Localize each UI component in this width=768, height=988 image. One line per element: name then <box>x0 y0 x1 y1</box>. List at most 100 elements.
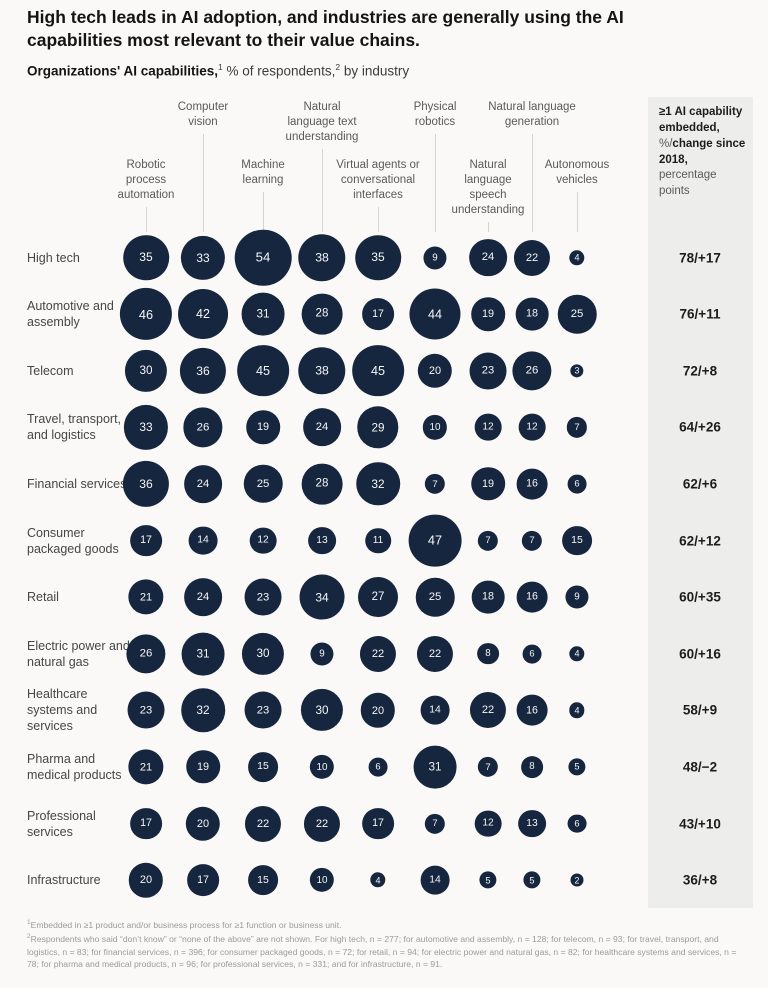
bubble: 17 <box>130 524 162 557</box>
footnote-2-marker: 2 <box>27 932 31 940</box>
bubble: 19 <box>246 410 280 445</box>
summary-header-segment: %/ <box>659 137 673 150</box>
chart-subtitle: Organizations' AI capabilities,1 % of re… <box>27 62 727 79</box>
bubble: 36 <box>122 460 170 507</box>
bubble: 16 <box>516 468 548 500</box>
bubble: 7 <box>521 530 543 551</box>
column-header: Computer vision <box>177 101 229 128</box>
bubble: 35 <box>123 234 169 281</box>
bubble: 23 <box>244 691 282 729</box>
bubble: 4 <box>569 249 585 266</box>
row-label: Pharma and medical products <box>27 751 122 782</box>
footnote-1: 1Embedded in ≥1 product and/or business … <box>27 918 743 932</box>
header-leader-line <box>488 222 489 232</box>
summary-value: 60/+16 <box>679 646 721 662</box>
summary-value: 48/−2 <box>682 759 718 775</box>
bubble: 15 <box>248 865 278 895</box>
bubble: 22 <box>303 805 341 842</box>
bubble: 22 <box>513 239 551 276</box>
bubble: 23 <box>127 691 165 729</box>
header-leader-line <box>435 134 436 232</box>
bubble: 30 <box>300 689 344 732</box>
bubble: 23 <box>469 352 507 390</box>
bubble: 38 <box>298 346 346 395</box>
bubble: 31 <box>241 292 285 336</box>
bubble: 25 <box>243 464 283 504</box>
bubble: 4 <box>569 702 585 718</box>
bubble: 15 <box>248 751 278 782</box>
bubble: 14 <box>420 695 450 725</box>
bubble: 14 <box>420 865 450 895</box>
row-label: Consumer packaged goods <box>27 525 119 556</box>
column-header: Virtual agents or conversational interfa… <box>336 159 420 201</box>
bubble: 16 <box>516 694 548 726</box>
bubble: 12 <box>474 810 502 837</box>
subtitle-bold-lead: Organizations' AI capabilities, <box>27 63 219 79</box>
bubble: 45 <box>237 344 289 397</box>
bubble: 17 <box>187 864 219 896</box>
bubble: 13 <box>518 809 546 838</box>
row-label: High tech <box>27 250 80 265</box>
bubble: 13 <box>308 526 336 555</box>
bubble: 12 <box>518 413 546 441</box>
bubble: 19 <box>471 297 505 331</box>
row-label: Retail <box>27 590 59 605</box>
header-leader-line <box>532 134 533 232</box>
bubble: 20 <box>417 353 453 388</box>
bubble: 20 <box>360 693 396 728</box>
header-leader-line <box>322 149 323 232</box>
bubble: 31 <box>181 632 225 676</box>
bubble: 11 <box>365 527 391 554</box>
summary-header-segment: percentage points <box>659 169 717 198</box>
bubble: 7 <box>566 417 588 438</box>
bubble: 7 <box>477 530 499 551</box>
row-label: Financial services <box>27 476 127 491</box>
bubble: 20 <box>128 862 164 898</box>
bubble: 8 <box>521 756 543 778</box>
bubble: 26 <box>512 351 552 391</box>
bubble: 25 <box>415 577 455 617</box>
column-header: Natural language speech understanding <box>451 159 525 216</box>
bubble: 7 <box>424 813 446 834</box>
bubble: 7 <box>477 756 499 778</box>
bubble: 38 <box>298 233 346 282</box>
bubble: 32 <box>356 462 400 506</box>
bubble: 33 <box>123 405 169 450</box>
bubble: 6 <box>567 474 587 494</box>
row-label: Telecom <box>27 363 74 378</box>
summary-value: 36/+8 <box>682 872 718 888</box>
bubble: 5 <box>523 871 541 889</box>
bubble: 9 <box>423 245 447 270</box>
bubble: 15 <box>562 525 592 556</box>
summary-value: 43/+10 <box>679 816 721 831</box>
column-header: Natural language text understanding <box>285 101 359 143</box>
bubble: 25 <box>557 294 597 334</box>
bubble: 31 <box>413 745 457 789</box>
summary-value: 60/+35 <box>679 589 721 605</box>
bubble: 30 <box>124 349 168 392</box>
summary-header-segment: ≥1 AI capability embedded, <box>659 106 743 134</box>
bubble: 18 <box>515 297 549 331</box>
column-header: Robotic process automation <box>117 159 175 201</box>
bubble: 5 <box>568 758 586 776</box>
bubble: 22 <box>244 805 282 842</box>
bubble: 32 <box>181 688 225 733</box>
footnote-1-marker: 1 <box>27 919 31 926</box>
bubble: 6 <box>368 757 388 777</box>
page-title: High tech leads in AI adoption, and indu… <box>27 7 624 51</box>
bubble: 35 <box>355 234 401 281</box>
bubble: 22 <box>359 635 397 672</box>
bubble: 14 <box>188 526 218 555</box>
bubble: 24 <box>184 465 222 503</box>
bubble: 28 <box>301 293 343 335</box>
summary-value: 72/+8 <box>682 363 718 379</box>
subtitle-tail: by industry <box>340 63 410 79</box>
bubble: 24 <box>303 408 341 447</box>
column-header: Natural language generation <box>488 101 576 128</box>
summary-value: 58/+9 <box>682 702 718 718</box>
footnotes: 1Embedded in ≥1 product and/or business … <box>27 918 743 971</box>
bubble: 24 <box>469 238 507 277</box>
summary-value: 76/+11 <box>679 306 721 322</box>
bubble: 6 <box>522 644 542 664</box>
